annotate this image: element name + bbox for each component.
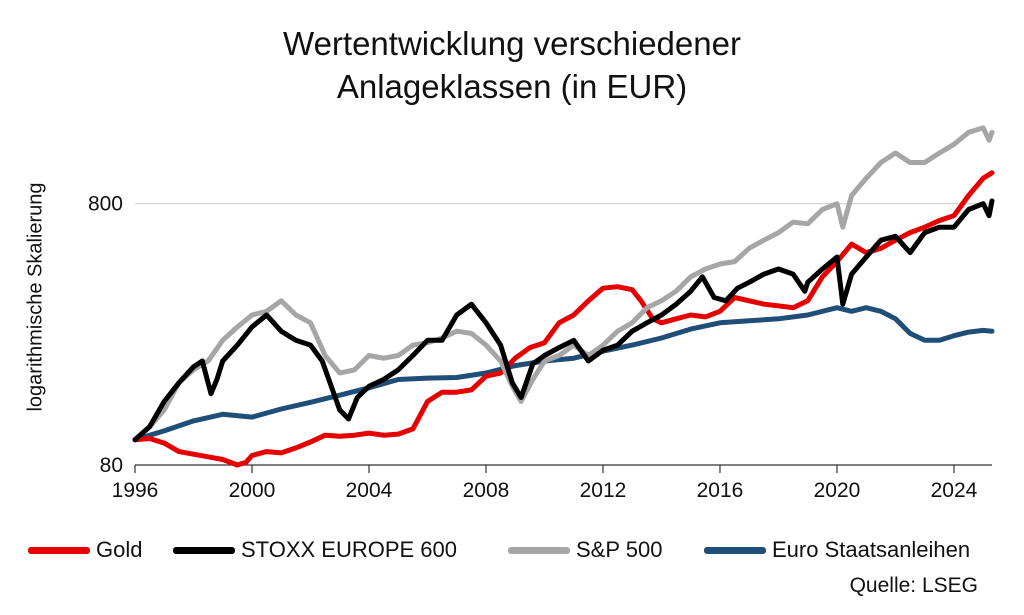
chart-title-line-2: Anlageklassen (in EUR) <box>336 68 688 105</box>
series-line-stoxx-europe-600 <box>132 198 995 443</box>
legend-item: STOXX EUROPE 600 <box>173 537 457 563</box>
y-tick-label-80: 80 <box>100 454 123 477</box>
series-line-gold <box>132 170 995 468</box>
legend-swatch <box>173 546 235 554</box>
legend-label: Euro Staatsanleihen <box>772 537 971 562</box>
legend-swatch <box>508 546 570 554</box>
source-note: Quelle: LSEG <box>849 574 978 597</box>
legend-label: Gold <box>96 537 143 562</box>
chart-title-line-1: Wertentwicklung verschiedener <box>283 25 741 62</box>
chart-title: Wertentwicklung verschiedener Anlageklas… <box>0 22 1024 108</box>
legend-swatch <box>704 546 766 554</box>
legend-item: S&P 500 <box>508 537 662 563</box>
x-tick-label-2020: 2020 <box>814 479 861 502</box>
legend-label: STOXX EUROPE 600 <box>241 537 458 562</box>
legend-item: Euro Staatsanleihen <box>704 537 970 563</box>
y-tick-label-800: 800 <box>88 193 123 216</box>
legend-swatch <box>28 546 90 554</box>
x-tick-label-2024: 2024 <box>931 479 978 502</box>
series-line-euro-staatsanleihen <box>132 305 995 443</box>
legend-item: Gold <box>28 537 142 563</box>
x-tick-label-1996: 1996 <box>112 479 159 502</box>
x-tick-label-2012: 2012 <box>580 479 627 502</box>
legend: Gold STOXX EUROPE 600 S&P 500 Euro Staatsan… <box>28 537 1018 567</box>
x-tick-label-2008: 2008 <box>463 479 510 502</box>
series-line-s-p-500 <box>132 125 995 443</box>
legend-label: S&P 500 <box>576 537 663 562</box>
x-tick-label-2004: 2004 <box>346 479 393 502</box>
x-tick-label-2000: 2000 <box>229 479 276 502</box>
x-tick-label-2016: 2016 <box>697 479 744 502</box>
